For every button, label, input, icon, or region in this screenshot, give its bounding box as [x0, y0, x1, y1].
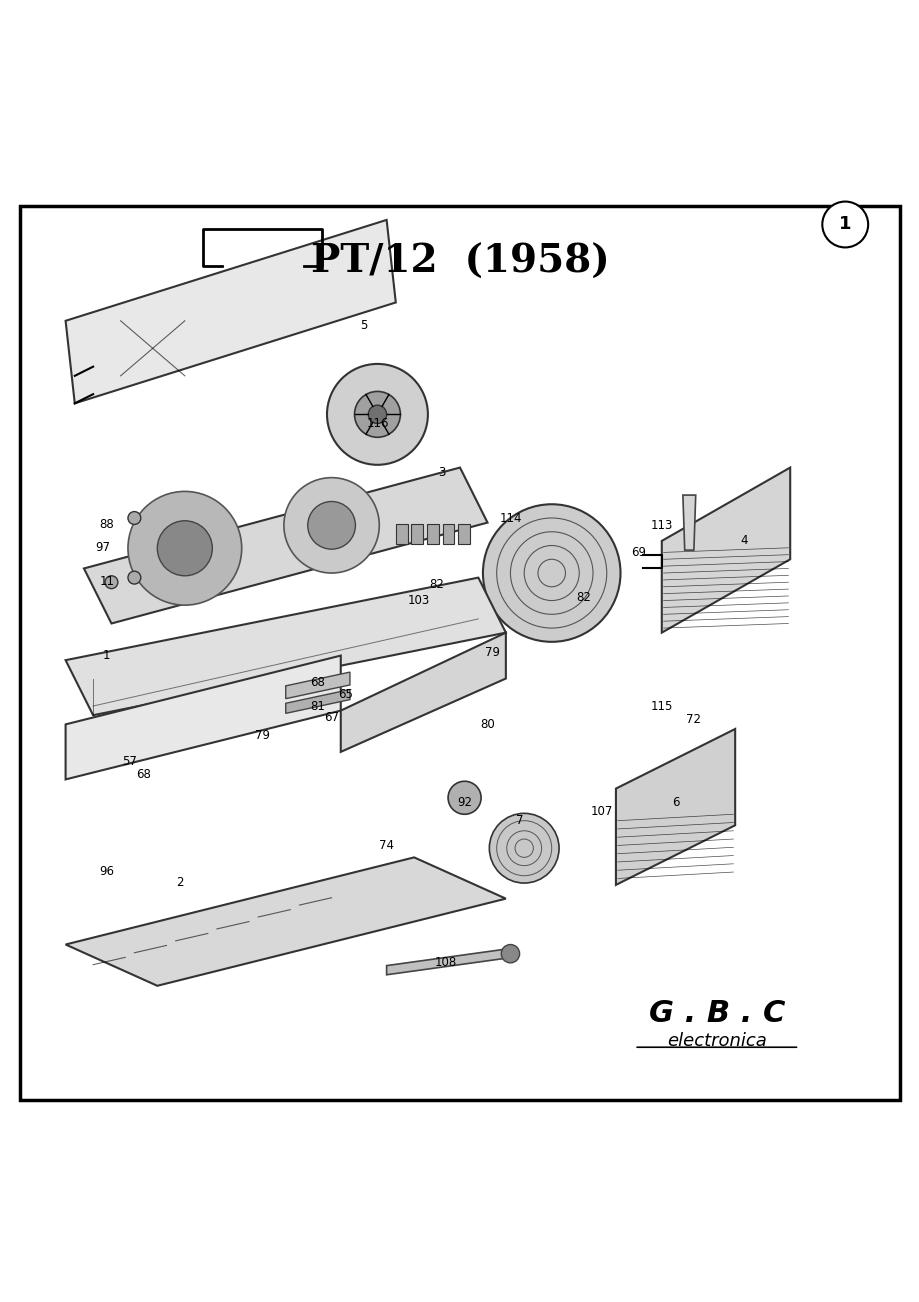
- Text: 79: 79: [484, 646, 499, 659]
- Text: 67: 67: [323, 711, 339, 724]
- Text: 11: 11: [99, 574, 114, 587]
- Text: 107: 107: [590, 805, 613, 818]
- Text: 79: 79: [255, 729, 270, 742]
- Text: 6: 6: [671, 796, 678, 809]
- Text: 72: 72: [686, 713, 700, 727]
- Polygon shape: [682, 495, 695, 551]
- Text: 103: 103: [407, 594, 429, 607]
- Text: G . B . C: G . B . C: [648, 999, 784, 1027]
- Text: 3: 3: [437, 466, 445, 479]
- Polygon shape: [615, 729, 734, 885]
- Polygon shape: [84, 467, 487, 624]
- Circle shape: [368, 405, 386, 423]
- Text: 57: 57: [122, 755, 137, 768]
- Bar: [411, 523, 423, 544]
- Text: 115: 115: [650, 699, 672, 712]
- Polygon shape: [661, 467, 789, 633]
- Circle shape: [489, 814, 559, 883]
- Text: 114: 114: [499, 513, 521, 526]
- Circle shape: [354, 392, 400, 437]
- Text: 4: 4: [740, 534, 747, 547]
- Circle shape: [822, 202, 868, 247]
- Text: electronica: electronica: [666, 1031, 766, 1049]
- Circle shape: [448, 781, 481, 814]
- Bar: [426, 523, 438, 544]
- Text: 97: 97: [95, 540, 109, 553]
- Circle shape: [128, 491, 242, 605]
- Text: 5: 5: [359, 319, 367, 332]
- Text: 113: 113: [650, 518, 672, 531]
- Text: 69: 69: [630, 547, 646, 560]
- Polygon shape: [286, 690, 349, 713]
- Text: 68: 68: [136, 768, 151, 781]
- Bar: [395, 523, 407, 544]
- Circle shape: [128, 572, 141, 585]
- Text: 7: 7: [516, 814, 523, 827]
- Text: 2: 2: [176, 876, 184, 889]
- Text: 82: 82: [429, 578, 444, 591]
- Polygon shape: [386, 949, 505, 975]
- Circle shape: [157, 521, 212, 575]
- Circle shape: [501, 944, 519, 963]
- Text: 81: 81: [310, 699, 325, 712]
- Polygon shape: [340, 633, 505, 751]
- Polygon shape: [65, 656, 340, 780]
- Text: 96: 96: [99, 865, 114, 878]
- Polygon shape: [65, 578, 505, 715]
- Polygon shape: [65, 858, 505, 986]
- Text: 1: 1: [103, 650, 110, 663]
- Circle shape: [326, 365, 427, 465]
- Circle shape: [105, 575, 118, 589]
- Text: 92: 92: [457, 796, 471, 809]
- Polygon shape: [65, 220, 395, 404]
- Text: 1: 1: [838, 216, 851, 233]
- Circle shape: [284, 478, 379, 573]
- Text: 65: 65: [337, 687, 352, 700]
- Bar: [458, 523, 470, 544]
- Text: 88: 88: [99, 518, 114, 531]
- Circle shape: [482, 504, 619, 642]
- Text: 116: 116: [366, 417, 389, 430]
- Circle shape: [308, 501, 355, 549]
- Polygon shape: [286, 672, 349, 699]
- Text: PT/12  (1958): PT/12 (1958): [311, 243, 608, 281]
- Text: 82: 82: [576, 591, 591, 604]
- Bar: [442, 523, 454, 544]
- Text: 74: 74: [379, 838, 393, 852]
- Text: 80: 80: [480, 717, 494, 730]
- Text: 108: 108: [435, 957, 457, 970]
- Circle shape: [128, 512, 141, 525]
- Text: 68: 68: [310, 676, 325, 689]
